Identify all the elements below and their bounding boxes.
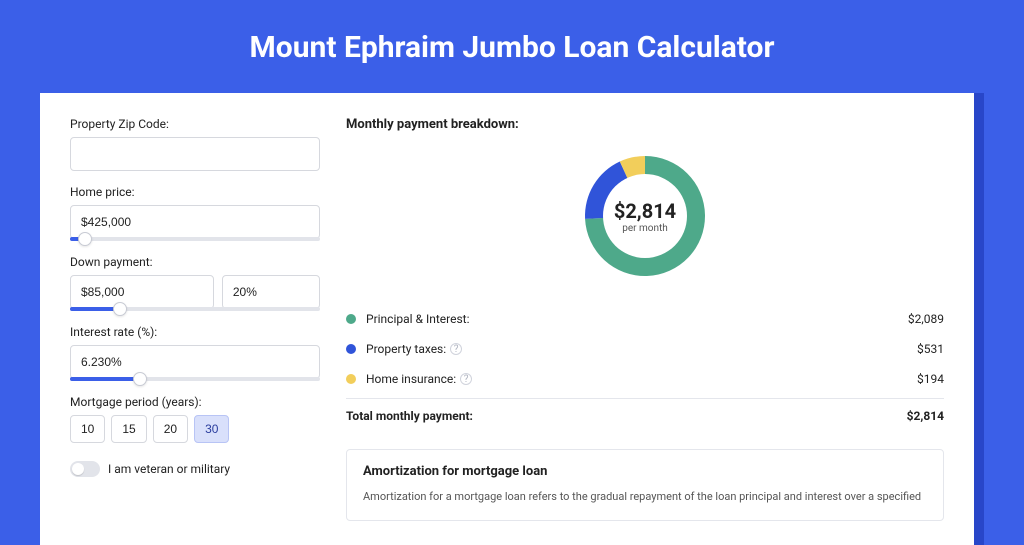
info-icon[interactable]: ?: [450, 343, 462, 355]
breakdown-row: Home insurance:?$194: [346, 364, 944, 394]
amortization-text: Amortization for a mortgage loan refers …: [363, 489, 927, 506]
breakdown-label: Property taxes:?: [366, 342, 917, 356]
payment-donut-chart: $2,814 per month: [575, 146, 715, 286]
legend-dot: [346, 374, 356, 384]
form-column: Property Zip Code: Home price: Down paym…: [70, 117, 320, 521]
info-icon[interactable]: ?: [460, 373, 472, 385]
total-value: $2,814: [907, 409, 944, 423]
donut-sub: per month: [622, 223, 668, 234]
down-payment-pct-input[interactable]: [222, 275, 320, 309]
legend-dot: [346, 314, 356, 324]
period-button-10[interactable]: 10: [70, 415, 105, 443]
period-label: Mortgage period (years):: [70, 395, 320, 409]
slider-thumb[interactable]: [113, 302, 127, 316]
zip-input[interactable]: [70, 137, 320, 171]
card-shadow: Property Zip Code: Home price: Down paym…: [40, 93, 984, 545]
veteran-toggle[interactable]: [70, 461, 100, 477]
amortization-card: Amortization for mortgage loan Amortizat…: [346, 449, 944, 521]
donut-total: $2,814: [614, 199, 676, 223]
calculator-card: Property Zip Code: Home price: Down paym…: [40, 93, 974, 545]
home-price-label: Home price:: [70, 185, 320, 199]
breakdown-title: Monthly payment breakdown:: [346, 117, 944, 132]
breakdown-value: $2,089: [908, 312, 944, 326]
total-label: Total monthly payment:: [346, 409, 907, 423]
breakdown-row: Principal & Interest:$2,089: [346, 304, 944, 334]
legend-dot: [346, 344, 356, 354]
veteran-label: I am veteran or military: [108, 462, 230, 476]
amortization-title: Amortization for mortgage loan: [363, 464, 927, 479]
slider-thumb[interactable]: [133, 372, 147, 386]
interest-slider[interactable]: [70, 377, 320, 381]
zip-label: Property Zip Code:: [70, 117, 320, 131]
down-payment-input[interactable]: [70, 275, 214, 309]
breakdown-value: $531: [917, 342, 944, 356]
home-price-input[interactable]: [70, 205, 320, 239]
breakdown-row: Property taxes:?$531: [346, 334, 944, 364]
home-price-slider[interactable]: [70, 237, 320, 241]
page-title: Mount Ephraim Jumbo Loan Calculator: [40, 30, 984, 65]
period-button-15[interactable]: 15: [111, 415, 146, 443]
breakdown-label: Home insurance:?: [366, 372, 917, 386]
results-column: Monthly payment breakdown: $2,814 per mo…: [346, 117, 944, 521]
down-payment-slider[interactable]: [70, 307, 320, 311]
toggle-knob: [72, 463, 84, 475]
interest-input[interactable]: [70, 345, 320, 379]
period-button-20[interactable]: 20: [153, 415, 188, 443]
slider-thumb[interactable]: [78, 232, 92, 246]
breakdown-label: Principal & Interest:: [366, 312, 908, 326]
down-payment-label: Down payment:: [70, 255, 320, 269]
breakdown-value: $194: [917, 372, 944, 386]
period-button-30[interactable]: 30: [194, 415, 229, 443]
interest-label: Interest rate (%):: [70, 325, 320, 339]
